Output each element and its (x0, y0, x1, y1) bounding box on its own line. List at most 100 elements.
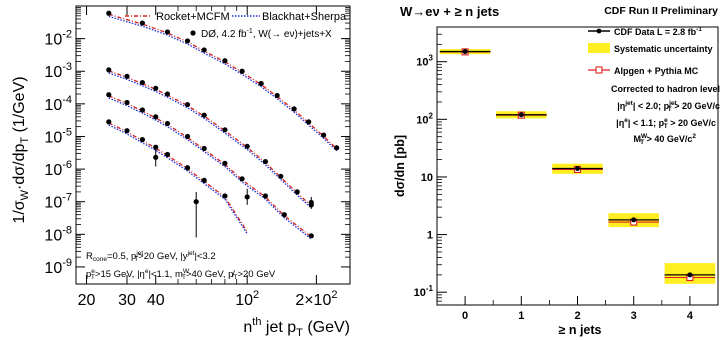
data-point (139, 20, 145, 26)
right-x-tick-label: 0 (462, 310, 468, 322)
data-point (153, 85, 159, 91)
rocket-curve-3 (108, 95, 312, 238)
right-cuts: Corrected to hadron level |ηjet| < 2.0; … (611, 84, 720, 146)
legend-data-label: DØ, 4.2 fb-1, W(→ eν)+jets+X (201, 28, 332, 40)
cuts-line-2: |ηe| < 1.1; pe T > 20 GeV/c (616, 117, 716, 130)
right-chart: 10-1 1 10 102 103 0 1 2 3 4 W→eν + ≥ n jets CDF … (393, 4, 720, 337)
data-point (139, 137, 145, 143)
data-point (124, 128, 130, 134)
legend-cdf-marker (596, 28, 602, 34)
left-y-axis-title: 1/σW·dσ/dpT (1/GeV) (11, 76, 31, 223)
left-data-points (106, 10, 340, 239)
right-x-tick-label: 4 (687, 310, 694, 322)
data-point (164, 29, 171, 35)
right-y-tick-label: 103 (416, 54, 433, 69)
legend-cdf-label: CDF Data L = 2.8 fb-1 (614, 26, 702, 37)
left-y-tick-label: 10-8 (44, 224, 72, 244)
left-annotation-2: pe T>15 GeV, |ηe|<1.1, mW T>40 GeV, p̸T>20… (86, 268, 276, 281)
legend-mc-label: Alpgen + Pythia MC (614, 66, 699, 76)
data-point (106, 119, 112, 125)
data-point (222, 193, 228, 199)
data-point (106, 67, 112, 73)
data-point (201, 47, 207, 53)
left-curves (108, 13, 338, 240)
left-x-tick-label: 102 (235, 289, 259, 309)
cuts-line-1: |ηjet| < 2.0; pjet T > 20 GeV/c (617, 100, 720, 113)
legend-mc-marker (595, 66, 603, 74)
data-point (244, 143, 250, 149)
blackhat-curve-2 (108, 72, 312, 209)
data-point (184, 133, 191, 140)
data-point (124, 99, 130, 106)
data-point-with-error (153, 154, 159, 160)
left-x-tick-label: 20 (78, 292, 96, 309)
data-point (153, 114, 159, 120)
right-x-axis-title: ≥ n jets (559, 323, 602, 337)
data-point (106, 92, 112, 98)
data-point (222, 127, 228, 133)
blackhat-curve-4 (108, 124, 248, 235)
right-y-tick-label: 10-1 (414, 284, 434, 299)
data-point (184, 165, 191, 171)
data-marker (462, 49, 468, 55)
data-point (201, 145, 207, 152)
data-point-with-error (244, 194, 250, 200)
left-y-tick-label: 10-2 (44, 29, 72, 49)
data-point (281, 212, 287, 218)
rocket-curve-4 (108, 122, 248, 232)
data-point (222, 160, 228, 166)
right-x-tick-label: 3 (631, 310, 637, 322)
blackhat-curve-3 (108, 97, 312, 240)
left-legend: Rocket+MCFM Blackhat+Sherpa DØ, 4.2 fb-1… (125, 11, 347, 40)
left-y-tick-label: 10-3 (44, 61, 72, 81)
data-point (124, 73, 130, 79)
data-marker (687, 272, 693, 278)
data-point (201, 177, 207, 184)
cuts-head: Corrected to hadron level (611, 84, 720, 94)
data-point (222, 58, 228, 64)
right-y-tick-label: 1 (427, 230, 433, 242)
right-y-axis-title: dσ/dn [pb] (393, 135, 407, 197)
data-point (239, 68, 245, 74)
left-y-tick-label: 10-6 (44, 159, 72, 179)
right-x-tick-label: 1 (518, 310, 524, 322)
data-point (262, 158, 269, 165)
data-marker (575, 166, 580, 172)
data-point (308, 233, 314, 239)
data-point (153, 144, 159, 150)
data-point (164, 91, 171, 97)
right-data-points (439, 48, 716, 284)
legend-data-marker (190, 30, 196, 36)
data-point (106, 10, 112, 16)
data-point (291, 106, 297, 112)
data-point (274, 92, 280, 99)
right-chart-preliminary: CDF Run II Preliminary (604, 5, 718, 17)
legend-blackhat-label: Blackhat+Sherpa (262, 11, 347, 23)
left-x-axis-title: nth jet pT (GeV) (243, 316, 350, 339)
data-point-with-error (308, 199, 314, 206)
legend-syst-label: Systematic uncertainty (614, 44, 713, 54)
left-x-tick-label: 40 (147, 292, 165, 309)
right-y-axis: 10-1 1 10 102 103 (414, 26, 447, 302)
data-point (278, 173, 284, 179)
data-point (239, 176, 245, 182)
right-y-tick-label: 10 (421, 172, 433, 184)
data-point-with-error (193, 199, 199, 205)
left-x-axis: 20 30 40 102 2×102 (78, 6, 337, 309)
data-point (164, 151, 171, 158)
data-point (294, 189, 300, 195)
data-point (184, 38, 191, 44)
left-x-tick-label: 30 (118, 292, 136, 309)
left-chart: 10-9 10-8 10-7 10-6 10-5 10-4 10-3 10-2 20 30 40 1… (11, 5, 351, 339)
data-point (262, 193, 269, 199)
data-point (258, 80, 264, 87)
left-annotation-1: Rcone=0.5, pjet T>20 GeV, |yjet|<3.2 (86, 250, 216, 263)
right-y-tick-label: 102 (416, 111, 433, 126)
data-point (139, 107, 145, 113)
data-point (334, 145, 340, 151)
data-point (306, 119, 312, 125)
left-y-tick-label: 10-9 (44, 257, 72, 277)
legend-rocket-label: Rocket+MCFM (156, 11, 230, 23)
data-point (164, 120, 171, 127)
